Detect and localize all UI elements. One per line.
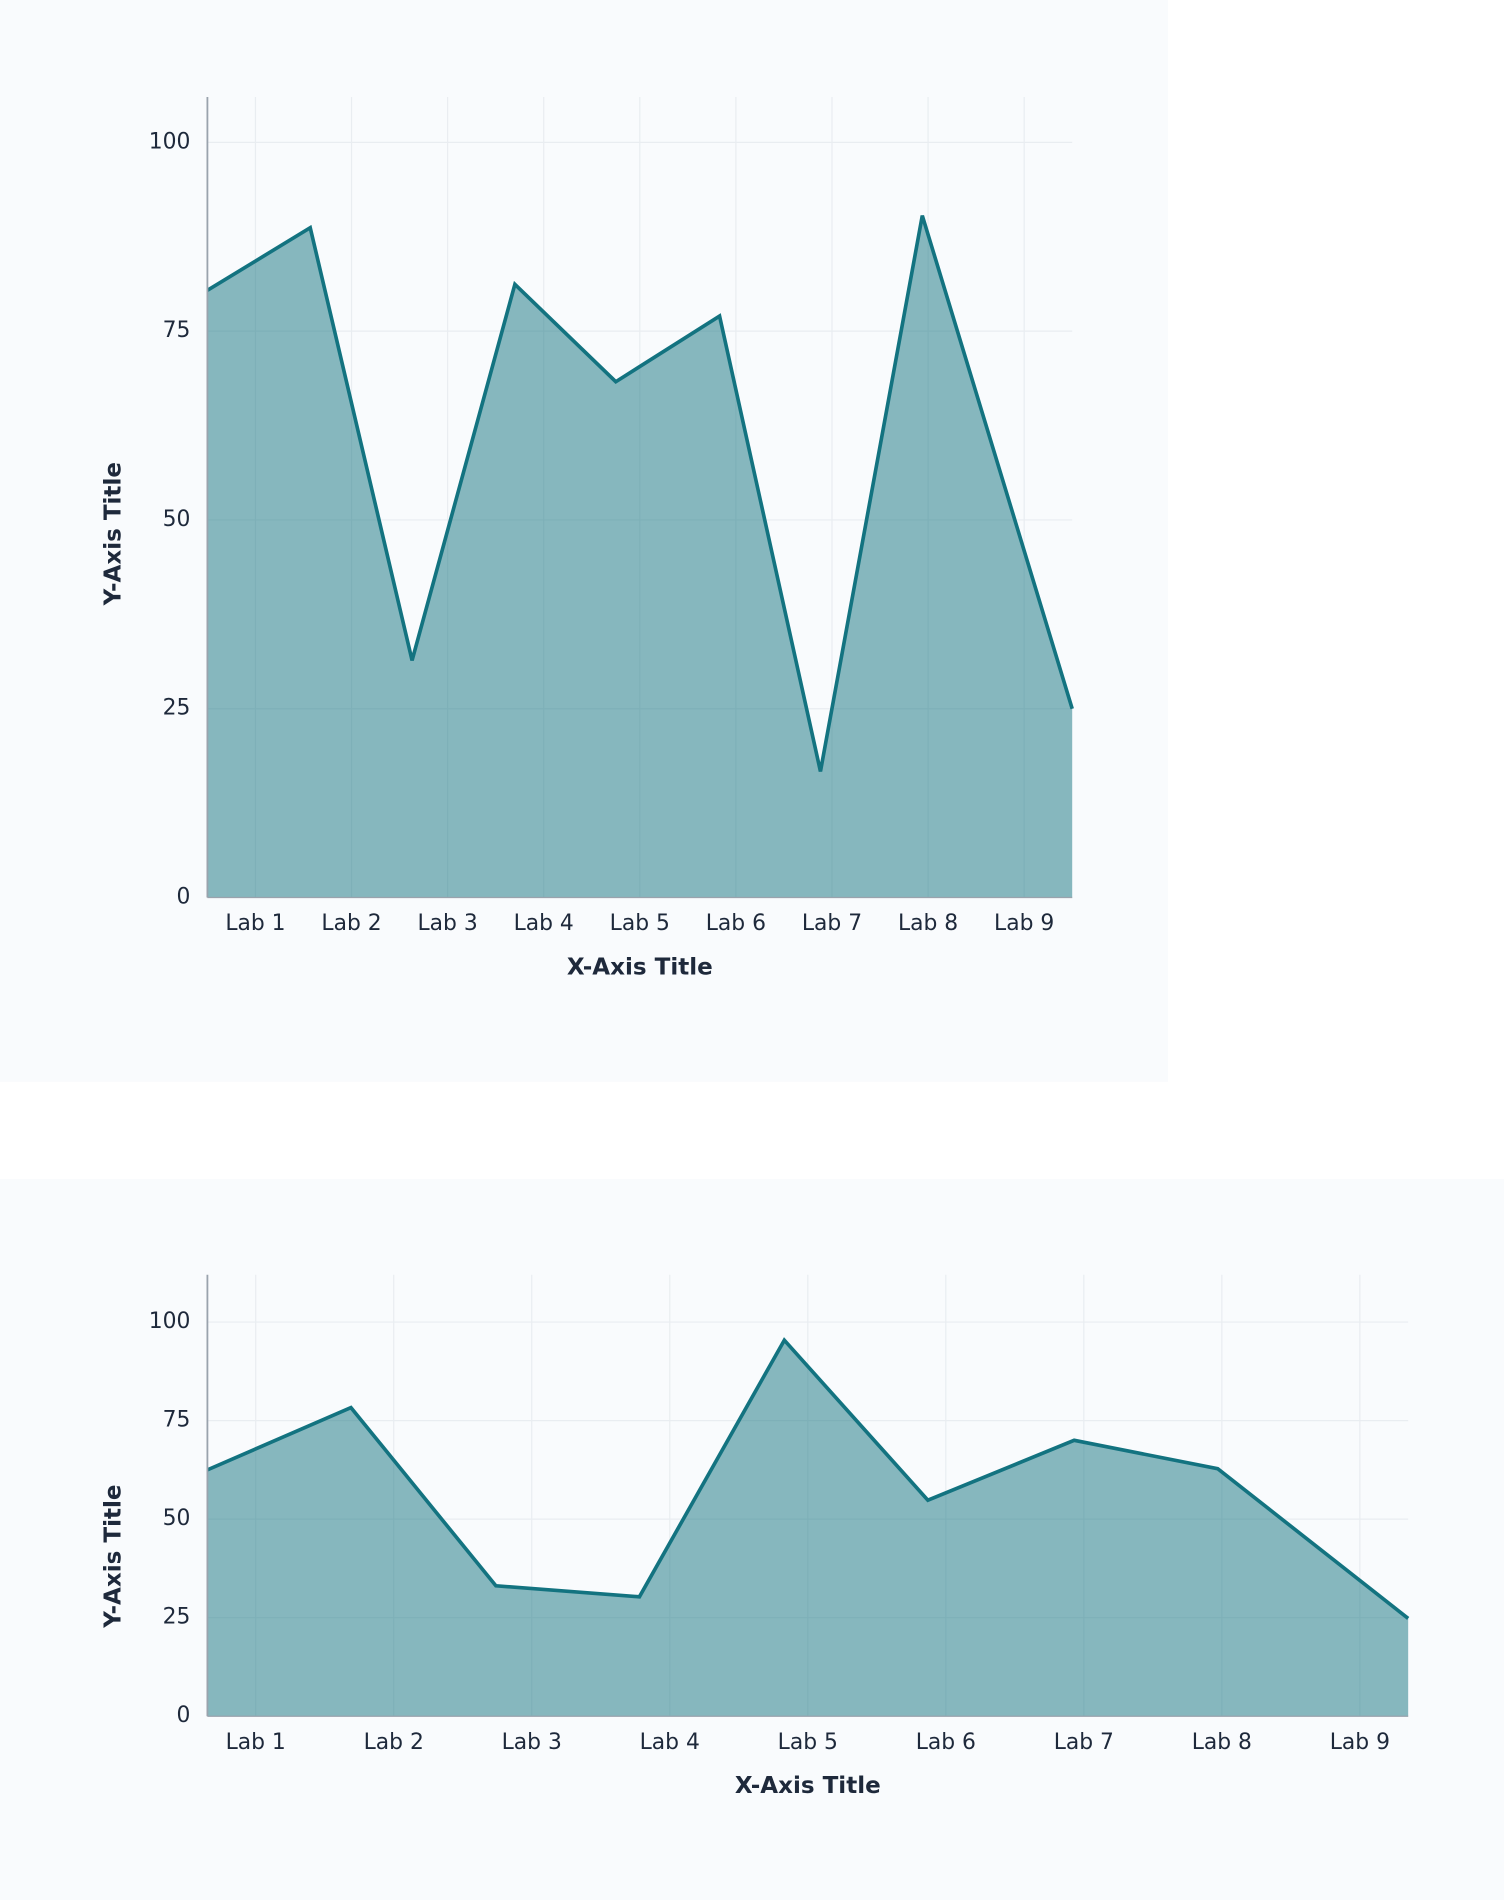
- y-tick-label: 0: [177, 1703, 191, 1728]
- x-tick-label: Lab 4: [514, 911, 574, 936]
- y-tick-label: 100: [149, 1309, 191, 1334]
- x-tick-label: Lab 3: [418, 911, 478, 936]
- area-line: [206, 215, 1074, 772]
- y-tick-label: 75: [163, 318, 191, 343]
- x-axis-title: X-Axis Title: [567, 954, 713, 980]
- x-tick-label: Lab 2: [321, 911, 381, 936]
- x-tick-label: Lab 1: [225, 911, 285, 936]
- x-tick-label: Lab 8: [1192, 1730, 1252, 1755]
- x-tick-label: Lab 1: [226, 1730, 286, 1755]
- y-tick-label: 25: [163, 696, 191, 721]
- x-tick-label: Lab 2: [364, 1730, 424, 1755]
- y-tick-label: 75: [163, 1408, 191, 1433]
- y-tick-label: 100: [149, 129, 191, 154]
- x-tick-label: Lab 4: [640, 1730, 700, 1755]
- area-line: [206, 1337, 1410, 1620]
- area-fill: [207, 215, 1073, 898]
- x-tick-label: Lab 3: [502, 1730, 562, 1755]
- y-axis-title: Y-Axis Title: [101, 1485, 127, 1629]
- x-tick-label: Lab 9: [1330, 1730, 1390, 1755]
- y-tick-label: 0: [177, 885, 191, 910]
- x-tick-label: Lab 9: [994, 911, 1054, 936]
- y-tick-label: 50: [163, 507, 191, 532]
- x-tick-label: Lab 5: [610, 911, 670, 936]
- y-tick-label: 25: [163, 1605, 191, 1630]
- x-tick-label: Lab 6: [916, 1730, 976, 1755]
- y-tick-label: 50: [163, 1506, 191, 1531]
- x-tick-label: Lab 7: [1054, 1730, 1114, 1755]
- area-fill: [207, 1340, 1409, 1717]
- x-tick-label: Lab 6: [706, 911, 766, 936]
- x-tick-label: Lab 5: [778, 1730, 838, 1755]
- y-axis-title: Y-Axis Title: [101, 462, 127, 606]
- x-tick-label: Lab 8: [898, 911, 958, 936]
- x-tick-label: Lab 7: [802, 911, 862, 936]
- x-axis-title: X-Axis Title: [735, 1773, 881, 1799]
